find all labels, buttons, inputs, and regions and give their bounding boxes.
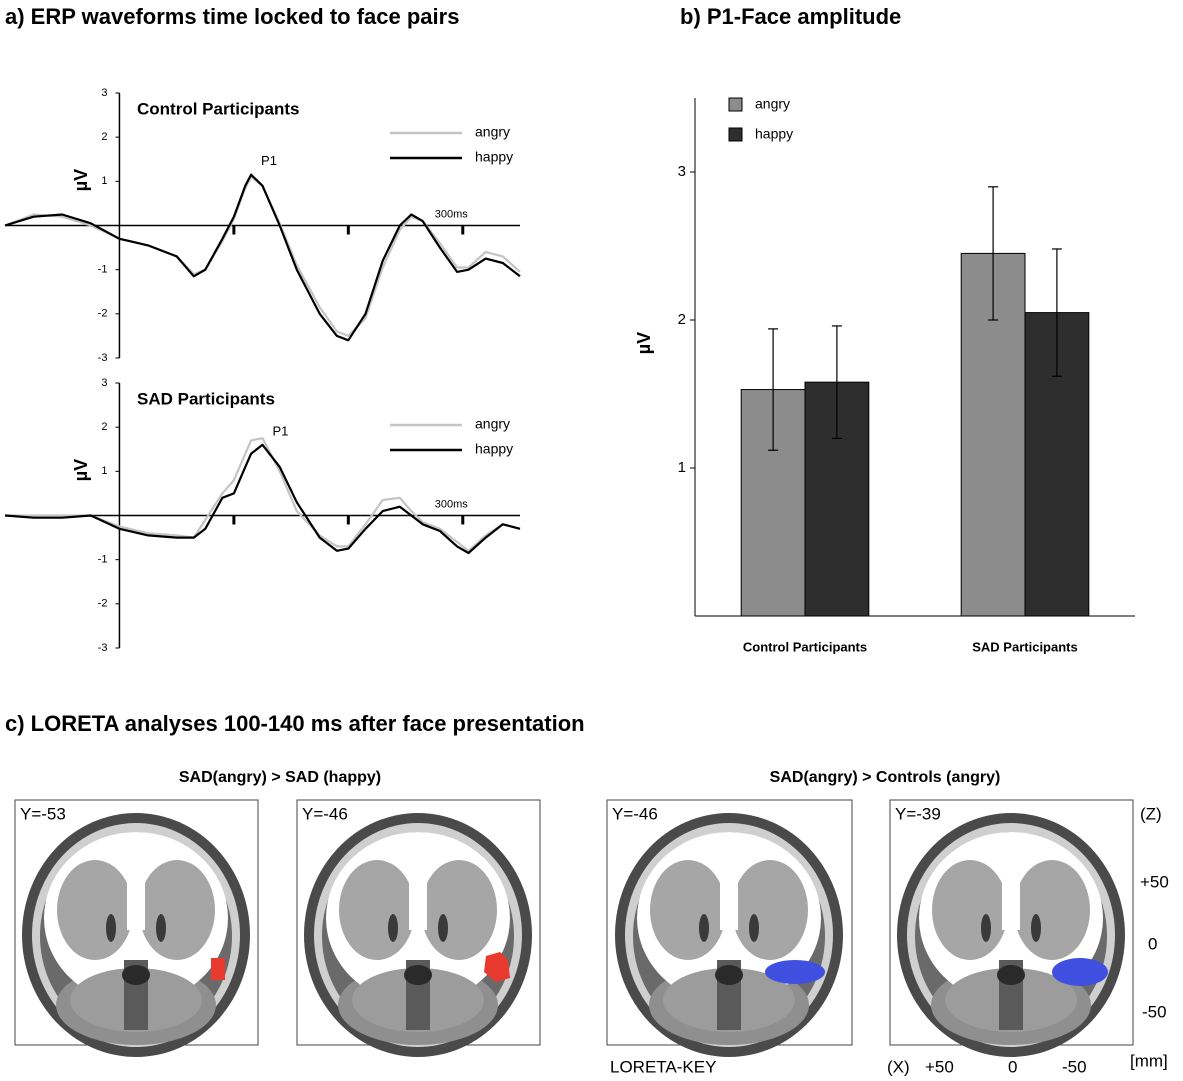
y-tick-label: 2: [678, 311, 686, 328]
brain-slice: Y=-46: [296, 799, 541, 1057]
x-tick-label: 300ms: [435, 498, 469, 510]
annotation: P1: [273, 423, 289, 438]
y-tick-label: 3: [101, 377, 107, 389]
x-tick-label: Control Participants: [743, 639, 867, 654]
y-axis-label: µV: [71, 459, 91, 481]
subtitle: Control Participants: [137, 99, 299, 118]
legend-swatch: [728, 97, 743, 112]
comparison-title: SAD(angry) > Controls (angry): [770, 769, 1001, 786]
y-tick-label: 1: [678, 459, 686, 476]
y-tick-label: 2: [101, 421, 107, 433]
x-tick-label: SAD Participants: [972, 639, 1077, 654]
comparison-title: SAD(angry) > SAD (happy): [179, 769, 381, 786]
brain-slice: Y=-53: [14, 799, 259, 1057]
z-tick-label: -50: [1142, 1002, 1167, 1021]
waveform: [4, 175, 521, 337]
y-tick-label: -1: [98, 554, 108, 566]
y-axis-label: µV: [634, 332, 654, 354]
waveform: [5, 437, 521, 552]
y-tick-label: -2: [98, 598, 108, 610]
slice-label: Y=-46: [302, 804, 348, 823]
x-tick-label: 300ms: [435, 208, 469, 220]
z-tick-label: 0: [1148, 934, 1157, 953]
y-tick-label: 1: [101, 175, 107, 187]
legend-label: angry: [475, 124, 510, 140]
unit-label: [mm]: [1130, 1051, 1168, 1070]
x-tick-label: -50: [1062, 1057, 1087, 1076]
subtitle: SAD Participants: [137, 389, 275, 408]
slice-label: Y=-39: [895, 804, 941, 823]
slice-label: Y=-53: [20, 804, 66, 823]
legend-swatch: [728, 127, 743, 142]
slice-label: Y=-46: [612, 804, 658, 823]
brain-slice: Y=-46: [606, 799, 853, 1057]
y-axis-label: µV: [71, 169, 91, 191]
legend-label: happy: [475, 441, 513, 457]
y-tick-label: -1: [98, 264, 108, 276]
y-tick-label: 3: [678, 163, 686, 180]
x-tick-label: +50: [925, 1057, 954, 1076]
y-tick-label: 3: [101, 87, 107, 99]
waveform: [4, 443, 521, 555]
x-axis-label: (X): [887, 1057, 910, 1076]
annotation: P1: [261, 153, 277, 168]
waveform: [4, 173, 521, 342]
panel-title: c) LORETA analyses 100-140 ms after face…: [5, 711, 585, 736]
legend-label: angry: [475, 416, 510, 432]
chart-title: a) ERP waveforms time locked to face pai…: [5, 4, 459, 29]
y-tick-label: -3: [98, 642, 108, 654]
y-tick-label: 2: [101, 131, 107, 143]
legend-label: happy: [475, 149, 513, 165]
legend-label: happy: [755, 126, 793, 142]
y-tick-label: -2: [98, 308, 108, 320]
chart-title: b) P1-Face amplitude: [680, 4, 901, 29]
y-tick-label: 1: [101, 465, 107, 477]
legend-label: angry: [755, 96, 790, 112]
z-axis-label: (Z): [1140, 804, 1162, 823]
key-label: LORETA-KEY: [610, 1057, 716, 1076]
brain-slice: Y=-39: [889, 799, 1134, 1057]
x-tick-label: 0: [1008, 1057, 1017, 1076]
z-tick-label: +50: [1140, 872, 1169, 891]
y-tick-label: -3: [98, 352, 108, 364]
